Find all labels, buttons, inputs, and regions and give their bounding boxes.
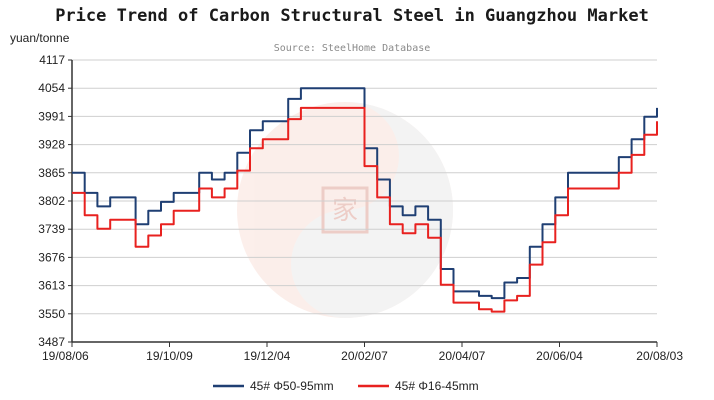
y-tick-label: 3928 [38,138,65,152]
x-tick-label: 19/08/06 [42,349,89,363]
legend: 45# Φ50-95mm 45# Φ16-45mm [213,379,479,393]
y-tick-label: 3487 [38,335,65,349]
y-tick-label: 4117 [39,53,65,67]
x-tick-label: 20/04/07 [439,349,486,363]
y-tick-label: 3739 [38,222,65,236]
series-line-2 [72,106,658,313]
y-tick-label: 3865 [38,166,65,180]
legend-label-series-1: 45# Φ50-95mm [250,379,334,393]
x-tick-label: 19/12/04 [244,349,291,363]
y-axis-unit: yuan/tonne [10,31,70,45]
y-tick-label: 3991 [38,109,65,123]
chart-subtitle: Source: SteelHome Database [274,43,431,54]
x-axis-ticks: 19/08/06 19/10/09 19/12/04 20/02/07 20/04/07… [42,342,683,363]
y-tick-label: 3676 [38,250,65,264]
x-tick-label: 20/02/07 [341,349,388,363]
chart-title: Price Trend of Carbon Structural Steel i… [55,6,649,26]
y-tick-label: 3802 [38,194,65,208]
series-line-1 [72,87,658,300]
series-lines [72,87,658,313]
y-tick-label: 3550 [38,307,65,321]
y-tick-label: 4054 [38,81,65,95]
watermark-logo: 家 [237,102,453,318]
y-tick-label: 3613 [38,279,65,293]
y-axis-ticks: 4117 4054 3991 3928 3865 3802 3739 3676 3613 3550… [38,53,72,349]
x-tick-label: 20/08/03 [636,349,683,363]
legend-label-series-2: 45# Φ16-45mm [395,379,479,393]
x-tick-label: 19/10/09 [146,349,193,363]
x-tick-label: 20/06/04 [536,349,583,363]
